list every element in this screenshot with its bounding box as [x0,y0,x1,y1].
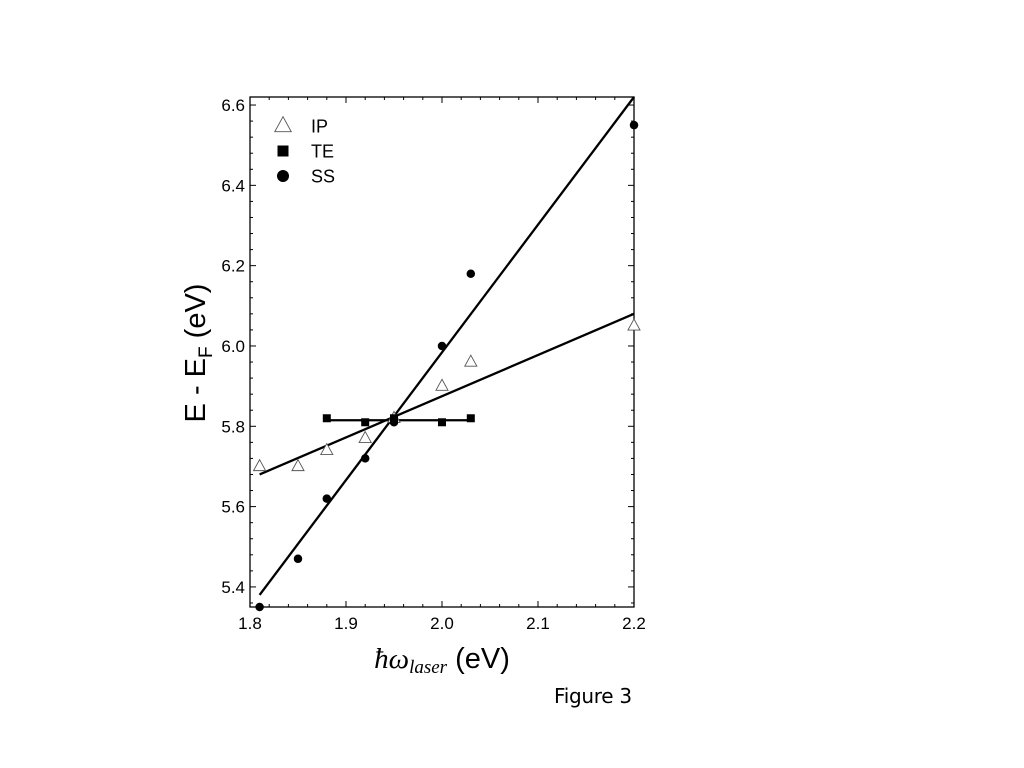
te-data-point [322,414,331,423]
y-tick-label: 6.2 [221,257,245,276]
y-tick-label: 6.4 [221,176,245,195]
x-tick-label: 1.8 [238,614,262,633]
ip-data-point [435,378,449,391]
y-axis-title: E - EF (eV) [180,284,217,423]
x-tick-label: 2.2 [622,614,646,633]
y-tick-label: 5.4 [221,578,245,597]
x-tick-label: 2.0 [430,614,454,633]
y-tick-label: 6.6 [221,96,245,115]
y-axis-unit: (eV) [180,284,212,347]
te-legend-marker [277,145,289,157]
ss-legend-marker [277,170,289,182]
ip-data-point [252,458,267,472]
figure-caption: Figure 3 [554,684,632,708]
ip-fit-line [259,312,635,476]
ip-data-point [627,318,641,331]
x-axis-unit: (eV) [447,643,510,675]
ip-data-point [358,430,373,443]
ss-data-point [389,418,399,427]
ip-data-point [319,442,334,456]
x-axis-symbol: ħω [374,643,409,675]
ip-data-point [463,354,478,367]
x-axis-title: ħωlaser (eV) [374,643,510,678]
x-tick-label: 1.9 [334,614,358,633]
y-tick-label: 5.6 [221,498,245,517]
ss-data-point [629,120,639,130]
y-axis-subscript: F [196,346,217,358]
y-tick-label: 6.0 [221,337,245,356]
x-tick-label: 2.1 [526,614,550,633]
ss-legend-label: SS [311,167,335,187]
x-axis-subscript: laser [409,657,448,678]
ss-data-point [466,269,476,278]
ss-fit-line [258,96,635,596]
ip-data-point [291,458,305,472]
ss-data-point [255,602,264,612]
y-axis-base: E - E [180,358,212,422]
ss-data-point [360,454,370,463]
y-tick-label: 5.8 [221,417,245,436]
te-data-point [438,418,446,427]
te-legend-label: TE [311,142,334,162]
ss-data-point [322,494,332,503]
ss-data-point [437,341,447,351]
ip-legend-marker [273,115,293,133]
ss-data-point [293,554,303,564]
ip-legend-label: IP [311,117,328,137]
te-data-point [361,418,370,427]
te-data-point [466,414,475,423]
